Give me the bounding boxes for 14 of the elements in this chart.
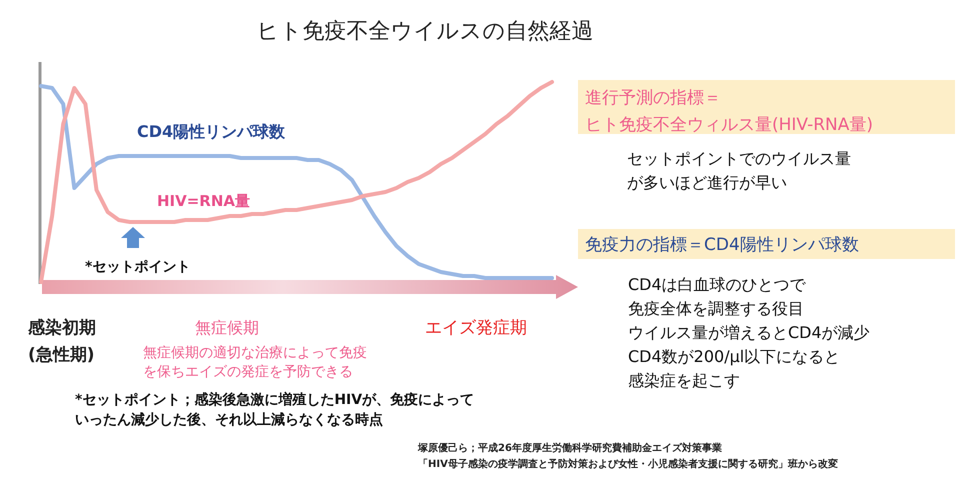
text: 無症候期 xyxy=(195,318,259,337)
text: 無症候期の適切な治療によって免疫を保ちエイズの発症を予防できる xyxy=(143,345,367,380)
text: セットポイントでのウイルス量が多いほど進行が早い xyxy=(627,149,851,192)
chart-title: ヒト免疫不全ウイルスの自然経過 xyxy=(256,19,594,44)
series-label: HIV=RNA量 xyxy=(157,192,250,210)
text: 塚原優己ら；平成26年度厚生労働科学研究費補助金エイズ対策事業「HIV母子感染の疫学調査と予防対策および女性・小児感染者支援に関する研究」班から改変 xyxy=(417,442,838,470)
series-label: CD4陽性リンパ球数 xyxy=(137,122,286,141)
text: エイズ発症期 xyxy=(425,318,527,338)
text: 感染初期(急性期) xyxy=(27,318,96,365)
annotation: *セットポイント xyxy=(85,259,190,275)
text: 免疫力の指標＝CD4陽性リンパ球数 xyxy=(585,235,859,255)
text: 進行予測の指標＝ヒト免疫不全ウィルス量(HIV-RNA量) xyxy=(585,88,873,135)
text: *セットポイント；感染後急激に増殖したHIVが、免疫によっていったん減少した後、それ以上減らなくなる時点 xyxy=(75,391,474,428)
text: CD4は白血球のひとつで免疫全体を調整する役目ウイルス量が増えるとCD4が減少CD4数が200/μl以下になると感染症を起こす xyxy=(628,275,870,390)
